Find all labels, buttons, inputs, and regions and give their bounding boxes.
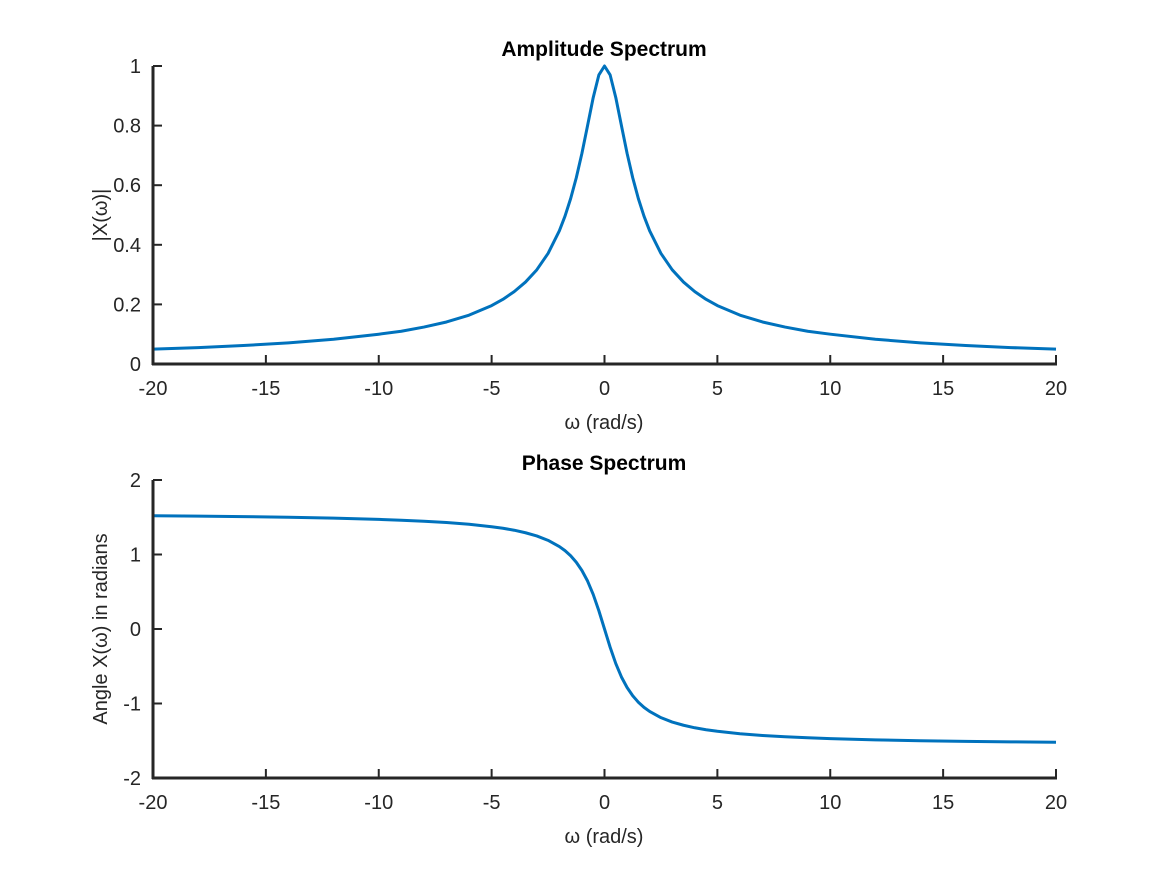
phase-series-line — [152, 514, 1057, 744]
phase-x-tick-label: 0 — [599, 792, 610, 814]
amplitude-y-tick-label: 1 — [130, 56, 141, 78]
phase-y-axis-label: Angle X(ω) in radians — [90, 533, 112, 724]
amplitude-x-tick-label: -15 — [251, 378, 280, 400]
phase-x-axis-label: ω (rad/s) — [565, 826, 644, 848]
amplitude-y-tick-label: 0.8 — [113, 116, 141, 138]
amplitude-x-tick-label: 0 — [599, 378, 610, 400]
amplitude-y-tick-label: 0.4 — [113, 235, 141, 257]
phase-y-tick-label: 2 — [130, 470, 141, 492]
phase-x-tick-label: 20 — [1045, 792, 1067, 814]
phase-y-tick-label: 0 — [130, 619, 141, 641]
phase-axes — [151, 480, 1057, 780]
phase-x-tick-label: -15 — [251, 792, 280, 814]
amplitude-y-tick-label: 0 — [130, 354, 141, 376]
phase-y-tick-label: -2 — [123, 768, 141, 790]
amplitude-series-line — [152, 64, 1057, 351]
amplitude-x-tick-label: 5 — [712, 378, 723, 400]
phase-x-tick-label: 10 — [819, 792, 841, 814]
phase-x-tick-label: -20 — [139, 792, 168, 814]
amplitude-x-tick-label: 15 — [932, 378, 954, 400]
phase-subplot: Phase Spectrum -20 -15 -10 -5 0 5 10 15 20-2-101… — [90, 452, 1067, 848]
phase-title: Phase Spectrum — [522, 452, 687, 475]
amplitude-axes — [151, 66, 1057, 366]
amplitude-x-tick-label: -10 — [364, 378, 393, 400]
phase-y-tick-label: 1 — [130, 545, 141, 567]
amplitude-x-tick-label: 10 — [819, 378, 841, 400]
amplitude-x-tick-label: -20 — [139, 378, 168, 400]
amplitude-y-tick-label: 0.6 — [113, 175, 141, 197]
phase-x-tick-label: -10 — [364, 792, 393, 814]
amplitude-x-axis-label: ω (rad/s) — [565, 412, 644, 434]
amplitude-y-axis-label: |X(ω)| — [90, 189, 112, 242]
amplitude-y-tick-label: 0.2 — [113, 294, 141, 316]
amplitude-x-tick-label: 20 — [1045, 378, 1067, 400]
phase-x-tick-label: 15 — [932, 792, 954, 814]
amplitude-subplot: Amplitude Spectrum -20 -15 -10 -5 0 5 10 15 20 0 0… — [90, 38, 1067, 434]
phase-x-tick-label: 5 — [712, 792, 723, 814]
amplitude-title: Amplitude Spectrum — [501, 38, 706, 61]
phase-x-tick-label: -5 — [483, 792, 501, 814]
amplitude-x-tick-label: -5 — [483, 378, 501, 400]
phase-y-tick-label: -1 — [123, 694, 141, 716]
